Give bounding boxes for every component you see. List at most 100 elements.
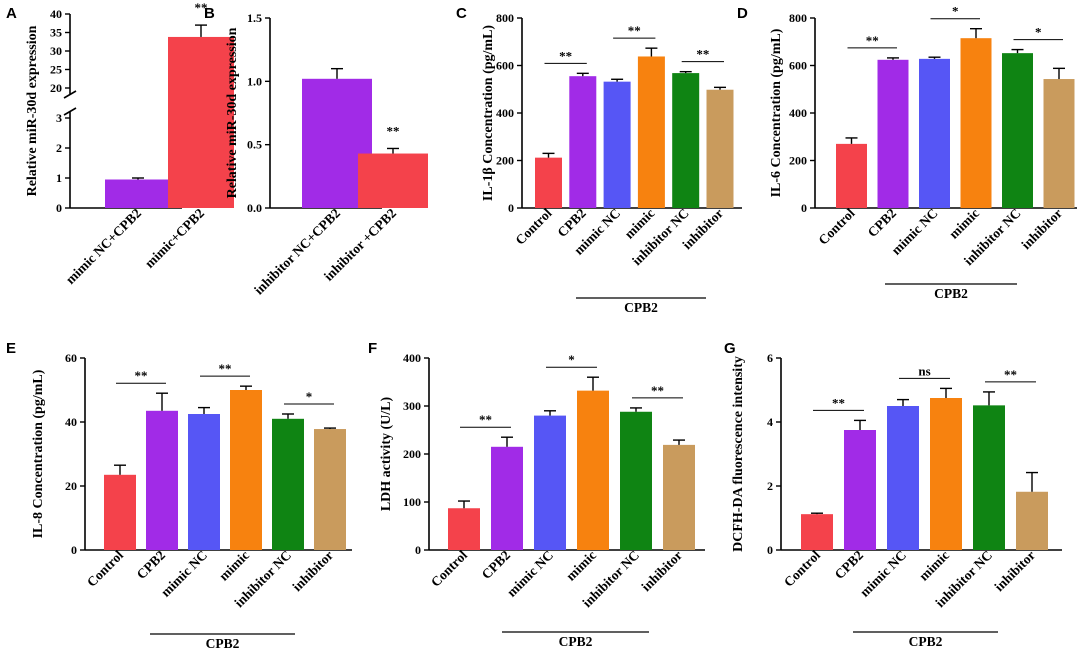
panel-c: C IL-1β Concentration (pg/mL) 0 200 400 600 80… [456, 5, 742, 315]
y-tick-label: 0.0 [247, 201, 262, 215]
significance-label: ** [219, 361, 232, 376]
y-axis-label: IL-1β Concentration (pg/mL) [481, 25, 496, 201]
y-tick-label: 1.0 [247, 74, 262, 88]
y-tick-label: 200 [789, 154, 807, 168]
y-axis-label: IL-6 Concentration (pg/mL) [769, 28, 784, 197]
bar [534, 415, 566, 550]
bar [887, 406, 919, 550]
bar [877, 59, 909, 208]
bar [230, 390, 262, 550]
axis-break-mark [63, 107, 77, 116]
y-tick-label: 300 [403, 399, 421, 413]
panel-e: E IL-8 Concentration (pg/mL) 0 20 40 60 Contro… [6, 340, 352, 651]
significance-label: ** [651, 383, 664, 398]
x-tick-label: mimic [946, 206, 982, 242]
y-tick-label: 0 [508, 201, 514, 215]
bar [801, 514, 833, 550]
y-tick-label: 0 [56, 201, 62, 215]
bar [836, 143, 867, 208]
group-label: CPB2 [559, 634, 593, 649]
significance-label: ** [628, 23, 641, 38]
y-axis-label: IL-8 Concentration (pg/mL) [31, 369, 46, 538]
bar [188, 414, 220, 550]
group-label: CPB2 [624, 300, 658, 315]
bar [663, 444, 695, 550]
bar [930, 398, 962, 550]
y-tick-label: 0 [801, 201, 807, 215]
bar [844, 430, 876, 550]
y-tick-label: 200 [403, 447, 421, 461]
y-tick-label: 200 [496, 154, 514, 168]
bar [491, 446, 523, 550]
y-tick-label: 800 [496, 11, 514, 25]
y-tick-label: 600 [789, 59, 807, 73]
axis-break-mark [63, 90, 77, 99]
bar [1016, 491, 1048, 550]
bar [569, 76, 597, 208]
x-tick-label: Control [781, 547, 823, 589]
y-tick-label: 0 [415, 543, 421, 557]
y-tick-label: 400 [496, 106, 514, 120]
bar [973, 405, 1005, 550]
y-tick-label: 0.5 [247, 138, 262, 152]
x-tick-label: inhibitor NC+CPB2 [251, 205, 343, 297]
x-tick-label: Control [84, 547, 126, 589]
x-tick-label: mimic [563, 548, 599, 584]
y-tick-label: 3 [56, 111, 62, 125]
y-axis-label: Relative miR-30d expression [25, 25, 40, 196]
x-tick-label: inhibitor [991, 548, 1038, 595]
significance-label: ns [918, 363, 930, 378]
y-tick-label: 60 [65, 351, 77, 365]
y-tick-label: 2 [767, 479, 773, 493]
bar [919, 58, 950, 208]
x-tick-label: CPB2 [134, 547, 169, 582]
x-tick-label: mimic NC [857, 548, 909, 600]
y-tick-label: 1.5 [247, 11, 262, 25]
significance-label: ** [559, 48, 572, 63]
group-label: CPB2 [934, 286, 968, 301]
bar [272, 418, 304, 550]
bar [358, 153, 428, 208]
x-tick-label: inhibitor [1018, 206, 1065, 253]
y-tick-label: 0 [71, 543, 77, 557]
x-tick-label: Control [512, 205, 554, 247]
significance-label: * [1035, 25, 1042, 40]
panel-b: B Relative miR-30d expression 0.0 0.5 1.0 1.5… [204, 5, 428, 298]
significance-label: ** [387, 123, 400, 138]
bar [146, 410, 178, 550]
panel-letter: G [724, 340, 736, 357]
x-tick-label: CPB2 [832, 547, 867, 582]
panel-letter: C [456, 5, 467, 22]
significance-label: * [952, 4, 959, 19]
y-tick-label: 100 [403, 495, 421, 509]
panel-letter: F [368, 340, 377, 357]
y-tick-label: 0 [767, 543, 773, 557]
y-tick-label: 2 [56, 141, 62, 155]
y-tick-label: 40 [65, 415, 77, 429]
x-tick-label: CPB2 [479, 547, 514, 582]
y-tick-label: 6 [767, 351, 773, 365]
bar [637, 56, 665, 208]
significance-label: ** [696, 47, 709, 62]
y-tick-label: 20 [65, 479, 77, 493]
significance-label: ** [135, 368, 148, 383]
panel-f: F LDH activity (U/L) 0 100 200 300 400 Control C… [368, 340, 705, 649]
bar [706, 89, 734, 208]
significance-label: ** [195, 0, 208, 15]
y-tick-label: 800 [789, 11, 807, 25]
panel-letter: E [6, 340, 16, 357]
bar [105, 179, 171, 208]
x-tick-label: mimic NC [504, 548, 556, 600]
y-tick-label: 30 [50, 44, 62, 58]
bar [314, 429, 346, 550]
x-tick-label: CPB2 [865, 205, 900, 240]
x-tick-label: Control [815, 205, 857, 247]
y-axis-label: DCFH-DA fluorescence intensity [731, 356, 746, 552]
y-tick-label: 600 [496, 59, 514, 73]
group-label: CPB2 [909, 634, 943, 649]
x-tick-label: mimic [916, 548, 952, 584]
y-tick-label: 25 [50, 63, 62, 77]
x-tick-label: mimic NC [158, 548, 210, 600]
bar [104, 474, 136, 550]
